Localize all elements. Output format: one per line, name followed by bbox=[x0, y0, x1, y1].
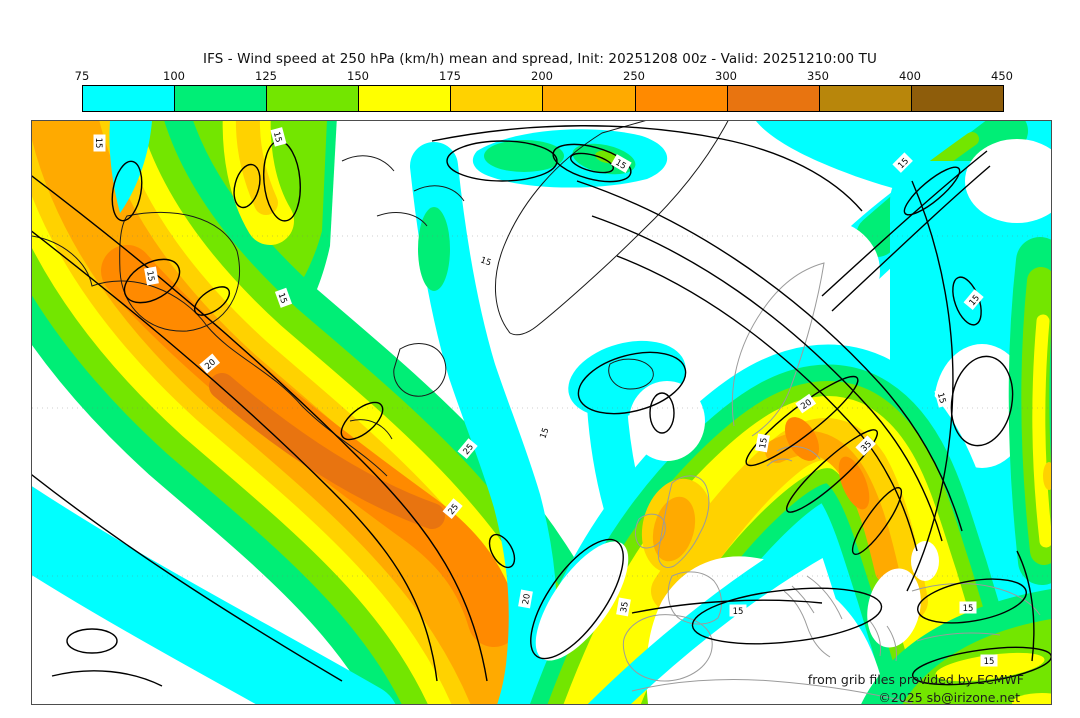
contour-label: 15 bbox=[980, 654, 998, 667]
colorbar-segment-175-200 bbox=[451, 86, 544, 111]
colorbar-segment-125-150 bbox=[267, 86, 360, 111]
map-frame: 15 15 15 15 15 15 15 25 25 20 20 35 15 20 15 35 15 15 15 15… bbox=[31, 120, 1052, 705]
colorbar-tick-label: 400 bbox=[899, 69, 921, 83]
colorbar-tick-label: 150 bbox=[347, 69, 369, 83]
page-title: IFS - Wind speed at 250 hPa (km/h) mean … bbox=[203, 51, 877, 67]
contour-label: 15 bbox=[959, 601, 977, 614]
spread-contours bbox=[32, 125, 1051, 687]
colorbar-tick-label: 300 bbox=[715, 69, 737, 83]
contour-label: 15 bbox=[476, 251, 497, 270]
svg-text:15: 15 bbox=[613, 158, 627, 172]
contour-label: 15 bbox=[93, 134, 106, 152]
colorbar-segment-250-300 bbox=[635, 86, 728, 111]
colorbar-segment-400-450 bbox=[911, 86, 1003, 111]
colorbar-tick-label: 100 bbox=[163, 69, 185, 83]
colorbar-tick-row: 75 100 125 150 175 200 250 300 350 400 450 bbox=[0, 69, 1080, 83]
contour-label: 35 bbox=[616, 597, 631, 617]
colorbar-tick-label: 350 bbox=[807, 69, 829, 83]
svg-text:15: 15 bbox=[984, 657, 995, 667]
colorbar-tick-label: 200 bbox=[531, 69, 553, 83]
svg-text:15: 15 bbox=[935, 392, 947, 405]
colorbar-segment-150-175 bbox=[359, 86, 452, 111]
contour-label: 15 bbox=[144, 266, 159, 286]
svg-text:15: 15 bbox=[733, 607, 744, 617]
svg-text:15: 15 bbox=[758, 437, 770, 449]
attribution-line2: ©2025 sb@irizone.net bbox=[878, 690, 1020, 704]
colorbar-tick-label: 450 bbox=[991, 69, 1013, 83]
svg-text:15: 15 bbox=[538, 427, 551, 441]
svg-text:15: 15 bbox=[276, 292, 289, 306]
svg-text:15: 15 bbox=[271, 131, 283, 144]
contour-label: 20 bbox=[518, 589, 533, 609]
colorbar-tick-label: 125 bbox=[255, 69, 277, 83]
contour-label: 15 bbox=[729, 604, 747, 617]
contour-label: 15 bbox=[534, 422, 553, 443]
colorbar bbox=[82, 85, 1004, 112]
colorbar-tick-label: 175 bbox=[439, 69, 461, 83]
contour-label: 15 bbox=[274, 287, 293, 308]
svg-text:15: 15 bbox=[144, 270, 156, 282]
coastlines-europe bbox=[622, 262, 1041, 704]
svg-text:15: 15 bbox=[479, 255, 493, 268]
colorbar-tick-label: 75 bbox=[74, 69, 90, 83]
colorbar-tick-label: 250 bbox=[623, 69, 645, 83]
attribution-line1: from grib files provided by ECMWF bbox=[808, 672, 1024, 687]
attribution: from grib files provided by ECMWF ©2025 … bbox=[808, 672, 1024, 704]
colorbar-segment-100-125 bbox=[175, 86, 268, 111]
svg-text:15: 15 bbox=[963, 604, 974, 614]
contour-label: 15 bbox=[934, 388, 951, 408]
colorbar-segment-200-250 bbox=[543, 86, 636, 111]
colorbar-segment-300-350 bbox=[727, 86, 820, 111]
colorbar-segment-75-100 bbox=[83, 86, 176, 111]
svg-text:20: 20 bbox=[521, 593, 533, 605]
contour-label: 15 bbox=[610, 154, 632, 174]
contour-label: 15 bbox=[755, 433, 770, 453]
contour-label: 15 bbox=[270, 127, 287, 147]
svg-text:35: 35 bbox=[619, 601, 631, 613]
wind-speed-fills bbox=[32, 121, 1051, 704]
svg-text:15: 15 bbox=[93, 138, 103, 149]
coastlines-america bbox=[32, 121, 729, 477]
colorbar-segment-350-400 bbox=[819, 86, 912, 111]
